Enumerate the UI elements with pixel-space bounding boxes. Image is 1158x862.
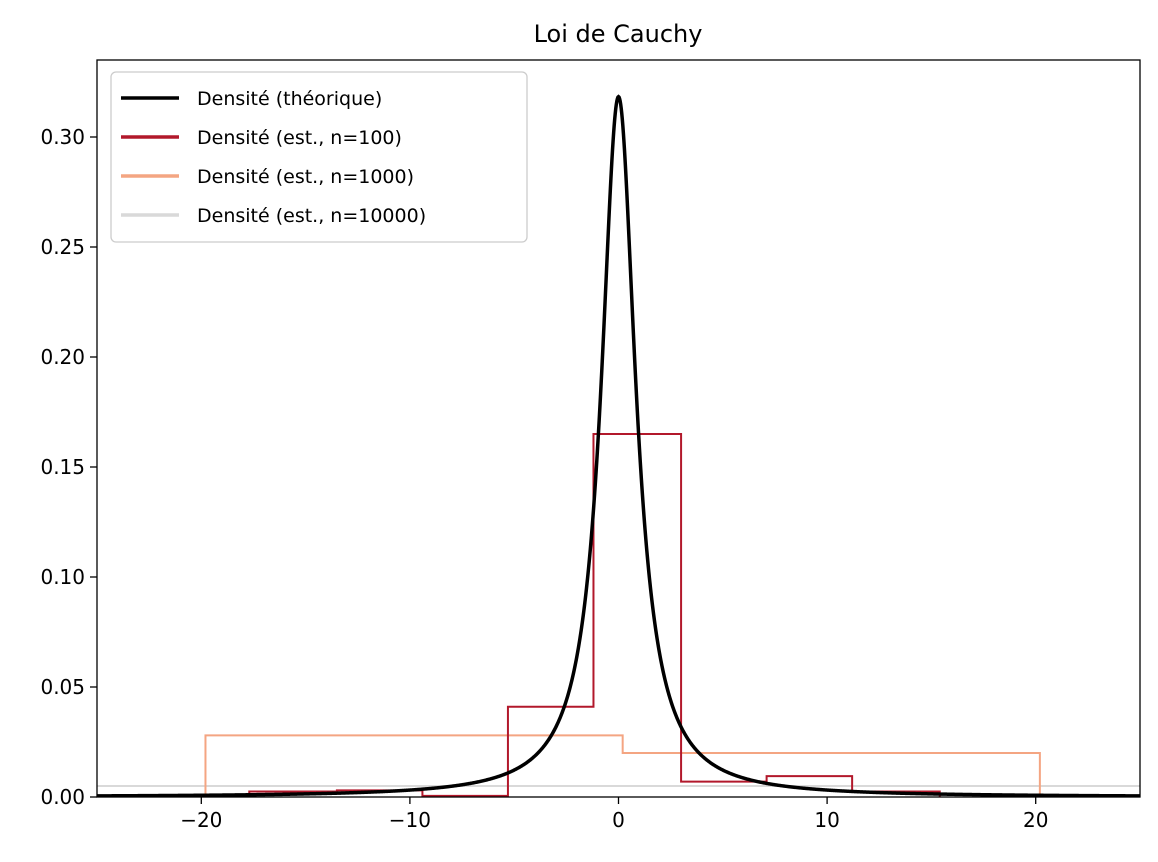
legend: Densité (théorique) Densité (est., n=100)…: [110, 71, 528, 243]
x-axis: −20 −10 0 10 20: [180, 797, 1048, 832]
legend-label: Densité (théorique): [197, 88, 382, 110]
x-tick-label: 0: [612, 808, 625, 832]
series-densite-est-n-100: [248, 433, 941, 797]
y-tick-label: 0.25: [40, 235, 85, 259]
x-tick-label: 10: [814, 808, 839, 832]
series-densite-theorique: [97, 94, 1140, 797]
y-tick-label: 0.00: [40, 785, 85, 809]
y-tick-label: 0.10: [40, 565, 85, 589]
series-densite-est-n-1000: [204, 734, 1041, 797]
legend-label: Densité (est., n=1000): [197, 166, 414, 188]
y-tick-label: 0.30: [40, 125, 85, 149]
legend-box: [110, 71, 528, 243]
x-tick-label: −10: [389, 808, 431, 832]
chart-title: Loi de Cauchy: [534, 20, 703, 48]
legend-label: Densité (est., n=100): [197, 127, 402, 149]
x-tick-label: −20: [180, 808, 222, 832]
legend-label: Densité (est., n=10000): [197, 205, 426, 227]
series-layer: [97, 94, 1140, 797]
series-densite-est-n-10000: [97, 785, 1140, 787]
y-tick-label: 0.05: [40, 675, 85, 699]
y-tick-label: 0.15: [40, 455, 85, 479]
x-tick-label: 20: [1023, 808, 1048, 832]
y-axis: 0.00 0.05 0.10 0.15 0.20 0.25 0.30: [40, 125, 97, 809]
y-tick-label: 0.20: [40, 345, 85, 369]
